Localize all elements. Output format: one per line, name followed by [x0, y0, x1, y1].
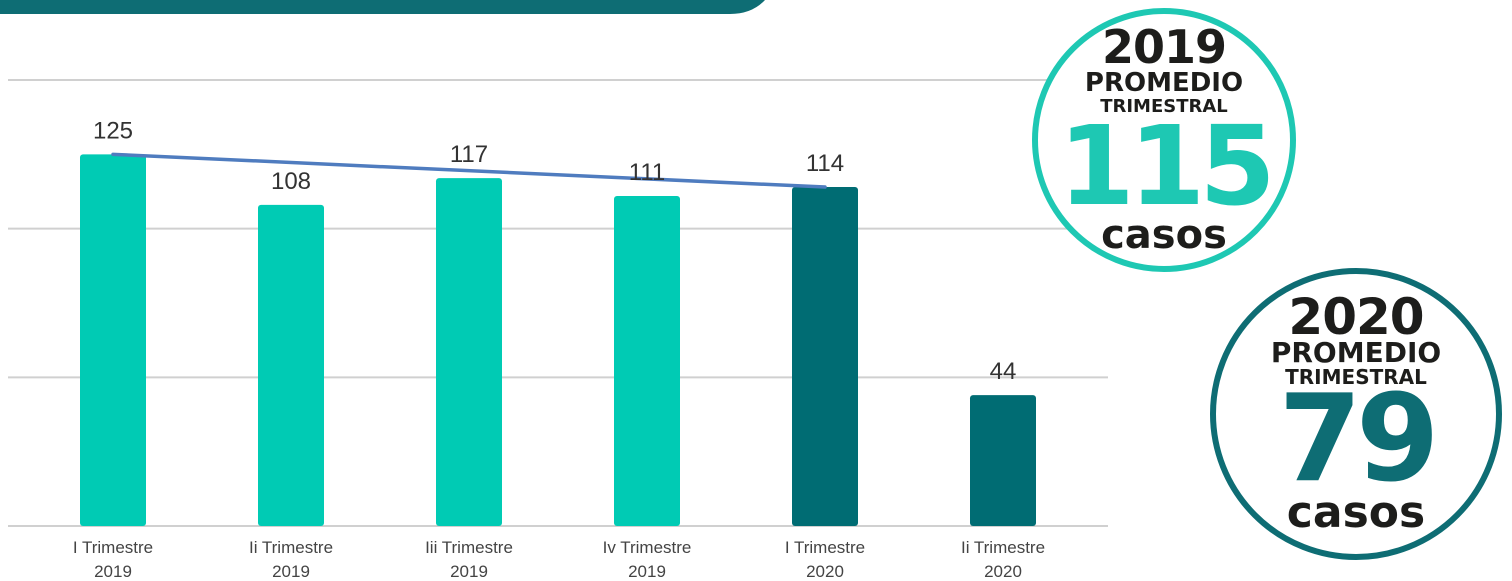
- data-label: 111: [629, 159, 665, 186]
- badge-label-trimestral: TRIMESTRAL: [1285, 365, 1427, 389]
- badge-year: 2019: [1101, 20, 1227, 74]
- x-tick-label: Ii Trimestre: [249, 538, 333, 557]
- bar: [80, 154, 146, 527]
- badge-label-trimestral: TRIMESTRAL: [1100, 96, 1228, 117]
- bar: [436, 178, 502, 526]
- data-label: 117: [450, 141, 488, 168]
- badge-2020-average: 2020 PROMEDIO TRIMESTRAL 79 casos: [1210, 268, 1502, 560]
- data-label: 108: [271, 168, 311, 195]
- badge-number: 115: [1058, 102, 1276, 230]
- bar: [258, 204, 324, 526]
- bar: [970, 395, 1036, 526]
- gridlines: [8, 79, 1108, 527]
- x-tick-labels: I Trimestre 2019 Ii Trimestre 2019 Iii Trime…: [73, 538, 1045, 581]
- x-tick-label: I Trimestre: [73, 538, 153, 557]
- x-tick-label: Iii Trimestre: [425, 538, 513, 557]
- value-labels: 125 108 117 111 114 44: [93, 117, 1016, 385]
- badge-number: 79: [1278, 370, 1440, 509]
- header-bar: [0, 0, 765, 14]
- x-tick-label: I Trimestre: [785, 538, 865, 557]
- x-tick-label: 2019: [450, 562, 488, 581]
- badge-label-promedio: PROMEDIO: [1270, 336, 1442, 369]
- badge-unit: casos: [1101, 212, 1227, 258]
- data-label: 114: [806, 150, 844, 177]
- x-tick-label: 2019: [94, 562, 132, 581]
- bar: [614, 195, 680, 526]
- x-tick-label: 2020: [806, 562, 844, 581]
- bars: [80, 154, 1036, 527]
- badge-unit: casos: [1286, 487, 1426, 538]
- trend-line: [111, 152, 827, 189]
- x-tick-label: Ii Trimestre: [961, 538, 1045, 557]
- data-label: 44: [990, 358, 1017, 385]
- badge-2019-average: 2019 PROMEDIO TRIMESTRAL 115 casos: [1032, 8, 1296, 272]
- x-tick-label: 2020: [984, 562, 1022, 581]
- x-tick-label: 2019: [628, 562, 666, 581]
- data-label: 125: [93, 117, 133, 144]
- badge-year: 2020: [1288, 288, 1424, 346]
- x-tick-label: Iv Trimestre: [603, 538, 692, 557]
- trend: [111, 152, 827, 189]
- x-tick-label: 2019: [272, 562, 310, 581]
- bar: [792, 187, 858, 527]
- badge-label-promedio: PROMEDIO: [1084, 68, 1244, 98]
